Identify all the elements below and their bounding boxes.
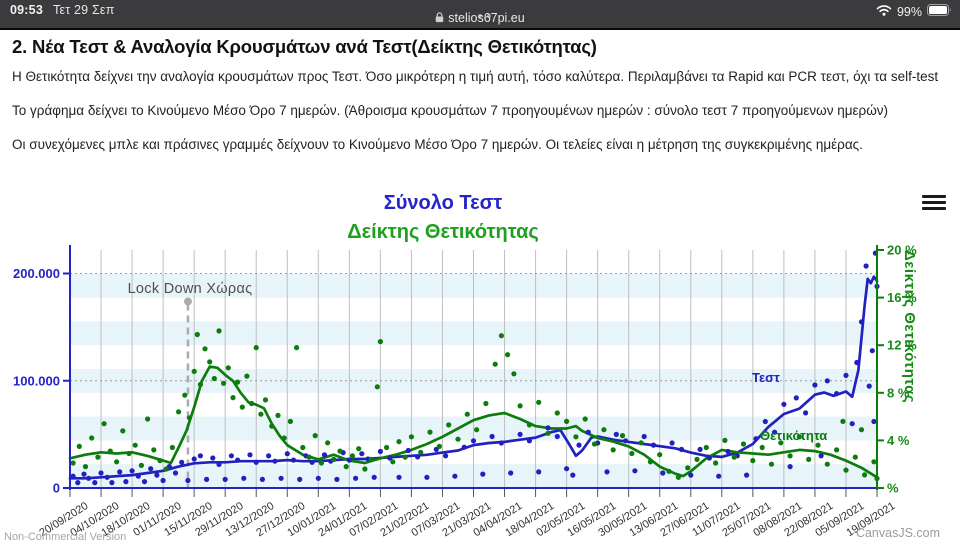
- paragraph-positivity-definition: Η Θετικότητα δείχνει την αναλογία κρουσμ…: [12, 69, 939, 84]
- address-bar[interactable]: stelios67pi.eu: [0, 11, 960, 26]
- chart-title-tests: Σύνολο Τεστ: [383, 192, 503, 214]
- status-time-date: 09:53 Τετ 29 Σεπ: [10, 3, 115, 17]
- noncommercial-watermark: Non-Commercial Version: [4, 531, 127, 543]
- clock: 09:53: [10, 3, 43, 17]
- page-title: 2. Νέα Τεστ & Αναλογία Κρουσμάτων ανά Τε…: [12, 36, 597, 57]
- canvasjs-link[interactable]: CanvasJS.com: [855, 526, 940, 540]
- lockdown-annotation-label: Lock Down Χώρας: [127, 281, 253, 297]
- axes: [63, 245, 884, 497]
- date: Τετ 29 Σεπ: [52, 3, 115, 17]
- series-label-positivity: Θετικότητα: [760, 428, 828, 443]
- svg-text:20 %: 20 %: [887, 243, 917, 258]
- status-bar: 09:53 Τετ 29 Σεπ stelios67pi.eu 99%: [0, 0, 960, 30]
- battery-icon: [927, 4, 952, 19]
- paragraph-lines-dots: Οι συνεχόμενες μπλε και πράσινες γραμμές…: [12, 136, 863, 152]
- plot-area[interactable]: 200.000 100.000 0 20 % 16 % 12 % 8 % 4 %%: [0, 190, 960, 548]
- wifi-icon: [876, 4, 892, 19]
- svg-text:%: %: [887, 481, 899, 496]
- status-right-cluster: 99%: [876, 4, 952, 19]
- svg-text:200.000: 200.000: [13, 266, 60, 281]
- daily-measurement-dots: [70, 250, 880, 486]
- status-indicator-dots: [478, 5, 496, 23]
- page-content: 2. Νέα Τεστ & Αναλογία Κρουσμάτων ανά Τε…: [0, 30, 960, 169]
- axis-tick-labels: 200.000 100.000 0 20 % 16 % 12 % 8 % 4 %%: [13, 243, 917, 496]
- series-lines: [68, 275, 879, 480]
- svg-text:12 %: 12 %: [887, 338, 917, 353]
- svg-text:0: 0: [53, 481, 60, 496]
- paragraph-moving-average: Το γράφημα δείχνει το Κινούμενο Μέσο Όρο…: [12, 102, 888, 118]
- lockdown-annotation-line: [183, 297, 192, 488]
- svg-text:8 %: 8 %: [887, 385, 910, 400]
- svg-text:16 %: 16 %: [887, 290, 917, 305]
- battery-percent: 99%: [896, 4, 922, 19]
- lock-icon: [435, 12, 444, 26]
- url-text: stelios67pi.eu: [448, 11, 525, 25]
- hamburger-menu-icon[interactable]: [922, 195, 946, 212]
- series-label-tests: Τεστ: [752, 370, 780, 385]
- chart-title-positivity: Δείκτης Θετικότητας: [347, 221, 539, 243]
- tests-positivity-chart[interactable]: Σύνολο Τεστ Δείκτης Θετικότητας 200.000 1…: [0, 190, 960, 548]
- svg-text:4 %: 4 %: [887, 433, 910, 448]
- svg-text:100.000: 100.000: [13, 373, 60, 388]
- right-axis-title: Δείκτης Θετικότητας: [901, 250, 918, 404]
